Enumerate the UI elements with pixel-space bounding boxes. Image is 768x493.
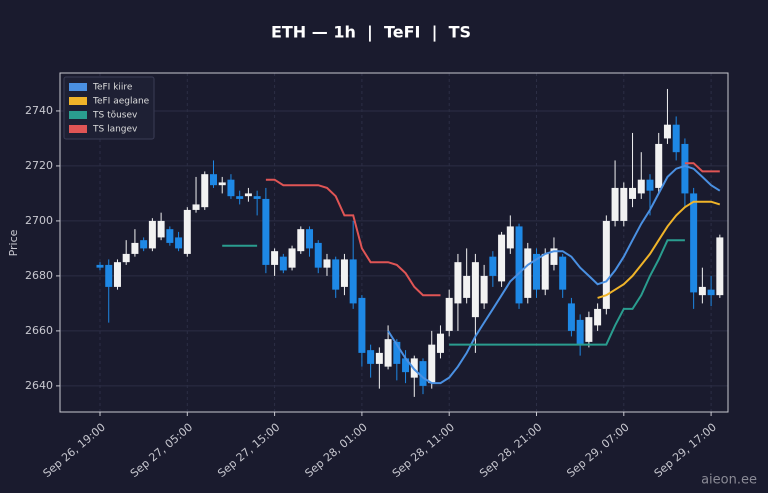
candle-body bbox=[96, 264, 104, 268]
legend-label: TeFI aeglane bbox=[92, 97, 150, 107]
candle-body bbox=[306, 229, 314, 249]
candle-body bbox=[646, 179, 654, 191]
y-tick-label: 2640 bbox=[25, 379, 53, 392]
candle-body bbox=[515, 226, 523, 304]
candle-body bbox=[681, 143, 689, 194]
candle-body bbox=[253, 196, 261, 199]
candle-body bbox=[550, 248, 558, 265]
candle-body bbox=[279, 256, 287, 271]
candle-body bbox=[349, 259, 357, 304]
plot-frame bbox=[59, 72, 729, 413]
overlay-line bbox=[222, 239, 685, 346]
candle-body bbox=[419, 361, 427, 386]
candle-body bbox=[192, 204, 200, 210]
candle-body bbox=[672, 124, 680, 153]
legend-box bbox=[63, 76, 155, 140]
legend-swatch bbox=[69, 83, 87, 91]
candle-body bbox=[716, 237, 724, 296]
candle-body bbox=[358, 297, 366, 353]
candle-body bbox=[707, 289, 715, 296]
candle-body bbox=[148, 220, 156, 249]
candle-body bbox=[489, 256, 497, 276]
candle-body bbox=[262, 198, 270, 265]
overlay-line bbox=[597, 200, 721, 299]
candle-body bbox=[594, 308, 602, 326]
candle-body bbox=[384, 339, 392, 367]
candle-body bbox=[637, 179, 645, 194]
candle-body bbox=[236, 196, 244, 199]
candle-body bbox=[297, 229, 305, 252]
candle-body bbox=[463, 275, 471, 298]
legend-label: TeFI kiire bbox=[92, 83, 133, 93]
candle-body bbox=[445, 297, 453, 331]
candle-body bbox=[367, 350, 375, 364]
candle-body bbox=[183, 209, 191, 254]
candle-body bbox=[113, 262, 121, 287]
legend-swatch bbox=[69, 125, 87, 133]
candle-body bbox=[471, 262, 479, 318]
candle-body bbox=[567, 303, 575, 331]
candle-body bbox=[140, 240, 148, 249]
candle-body bbox=[340, 259, 348, 287]
candle-body bbox=[218, 182, 226, 186]
candle-body bbox=[620, 187, 628, 221]
candle-body bbox=[375, 352, 383, 364]
legend-label: TS tõusev bbox=[92, 111, 138, 121]
candle-body bbox=[480, 275, 488, 304]
candle-body bbox=[436, 333, 444, 353]
chart-title: ETH — 1h | TeFI | TS bbox=[271, 23, 471, 43]
y-tick-label: 2660 bbox=[25, 324, 53, 337]
candle-body bbox=[175, 237, 183, 249]
candle-body bbox=[629, 187, 637, 199]
watermark: aieon.ee bbox=[701, 473, 757, 488]
legend-swatch bbox=[69, 111, 87, 119]
candle-body bbox=[288, 248, 296, 268]
candle-body bbox=[271, 251, 279, 265]
candle-body bbox=[131, 242, 139, 254]
candle-body bbox=[244, 193, 252, 197]
candle-body bbox=[454, 262, 462, 304]
candle-body bbox=[323, 259, 331, 268]
candle-body bbox=[428, 344, 436, 384]
legend-swatch bbox=[69, 97, 87, 105]
candle-body bbox=[663, 124, 671, 139]
candle-body bbox=[122, 253, 130, 263]
candle-body bbox=[498, 234, 506, 282]
candle-body bbox=[105, 264, 113, 287]
overlay-line bbox=[265, 162, 720, 297]
candle-body bbox=[541, 253, 549, 290]
candle-body bbox=[585, 317, 593, 342]
candle-body bbox=[559, 256, 567, 290]
y-tick-label: 2740 bbox=[25, 104, 53, 117]
overlay-line bbox=[387, 164, 721, 385]
candle-body bbox=[209, 174, 217, 186]
candle-body bbox=[201, 174, 209, 208]
candle-body bbox=[690, 193, 698, 293]
candle-body bbox=[157, 220, 165, 238]
candle-body bbox=[524, 248, 532, 298]
candle-body bbox=[402, 358, 410, 373]
candle-body bbox=[393, 341, 401, 364]
candle-body bbox=[611, 187, 619, 221]
candle-body bbox=[602, 220, 610, 309]
y-tick-label: 2680 bbox=[25, 269, 53, 282]
candle-body bbox=[227, 179, 235, 197]
legend-label: TS langev bbox=[92, 125, 138, 135]
candle-body bbox=[533, 253, 540, 290]
y-tick-label: 2700 bbox=[25, 214, 53, 227]
y-tick-label: 2720 bbox=[25, 159, 53, 172]
candle-body bbox=[166, 229, 174, 243]
candle-body bbox=[655, 143, 663, 188]
candle-body bbox=[506, 226, 514, 249]
candle-body bbox=[576, 319, 584, 345]
candle-body bbox=[698, 286, 706, 296]
candle-body bbox=[332, 259, 340, 290]
candle-body bbox=[314, 242, 322, 268]
y-axis-label: Price bbox=[7, 229, 20, 256]
